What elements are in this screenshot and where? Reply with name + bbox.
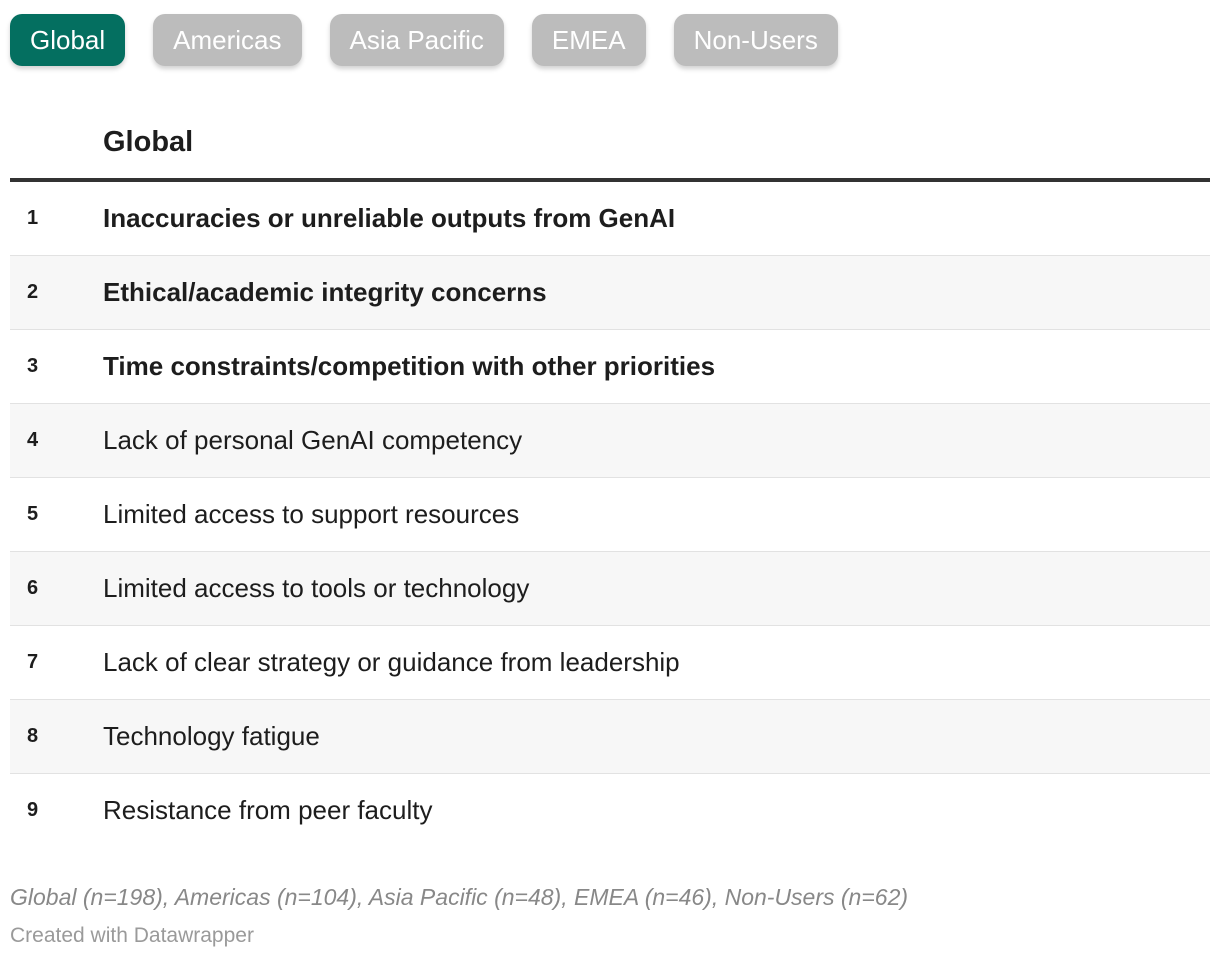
row-label: Limited access to support resources xyxy=(103,499,520,529)
row-label: Ethical/academic integrity concerns xyxy=(103,277,547,307)
row-rank: 3 xyxy=(27,355,39,377)
row-rank: 4 xyxy=(27,429,39,451)
table-row: 8 Technology fatigue xyxy=(10,700,1210,774)
table-row: 5 Limited access to support resources xyxy=(10,478,1210,552)
row-label: Time constraints/competition with other … xyxy=(103,351,716,381)
row-rank: 2 xyxy=(27,281,39,303)
table-row: 9 Resistance from peer faculty xyxy=(10,774,1210,847)
region-tab-bar: Global Americas Asia Pacific EMEA Non-Us… xyxy=(10,14,866,66)
tab-global[interactable]: Global xyxy=(10,14,126,66)
row-rank: 1 xyxy=(27,207,39,229)
table-row: 7 Lack of clear strategy or guidance fro… xyxy=(10,626,1210,700)
table-row: 1 Inaccuracies or unreliable outputs fro… xyxy=(10,182,1210,256)
row-label: Inaccuracies or unreliable outputs from … xyxy=(103,203,676,233)
column-title: Global xyxy=(103,126,194,158)
credit-link[interactable]: Created with Datawrapper xyxy=(10,924,254,947)
row-rank: 9 xyxy=(27,799,39,821)
row-label: Resistance from peer faculty xyxy=(103,795,433,825)
sample-size-note: Global (n=198), Americas (n=104), Asia P… xyxy=(10,884,909,910)
table-row: 6 Limited access to tools or technology xyxy=(10,552,1210,626)
ranking-table: Global 1 Inaccuracies or unreliable outp… xyxy=(10,106,1210,847)
row-rank: 6 xyxy=(27,577,39,599)
row-rank: 7 xyxy=(27,651,39,673)
table-row: 4 Lack of personal GenAI competency xyxy=(10,404,1210,478)
row-rank: 5 xyxy=(27,503,39,525)
tab-emea[interactable]: EMEA xyxy=(531,14,646,66)
row-label: Lack of clear strategy or guidance from … xyxy=(103,647,680,677)
row-label: Lack of personal GenAI competency xyxy=(103,425,523,455)
tab-asia-pacific[interactable]: Asia Pacific xyxy=(329,14,504,66)
table-row: 3 Time constraints/competition with othe… xyxy=(10,330,1210,404)
table-header: Global xyxy=(10,106,1210,182)
table-row: 2 Ethical/academic integrity concerns xyxy=(10,256,1210,330)
row-label: Limited access to tools or technology xyxy=(103,573,530,603)
tab-americas[interactable]: Americas xyxy=(153,14,302,66)
row-label: Technology fatigue xyxy=(103,721,320,751)
tab-non-users[interactable]: Non-Users xyxy=(673,14,838,66)
row-rank: 8 xyxy=(27,725,39,747)
